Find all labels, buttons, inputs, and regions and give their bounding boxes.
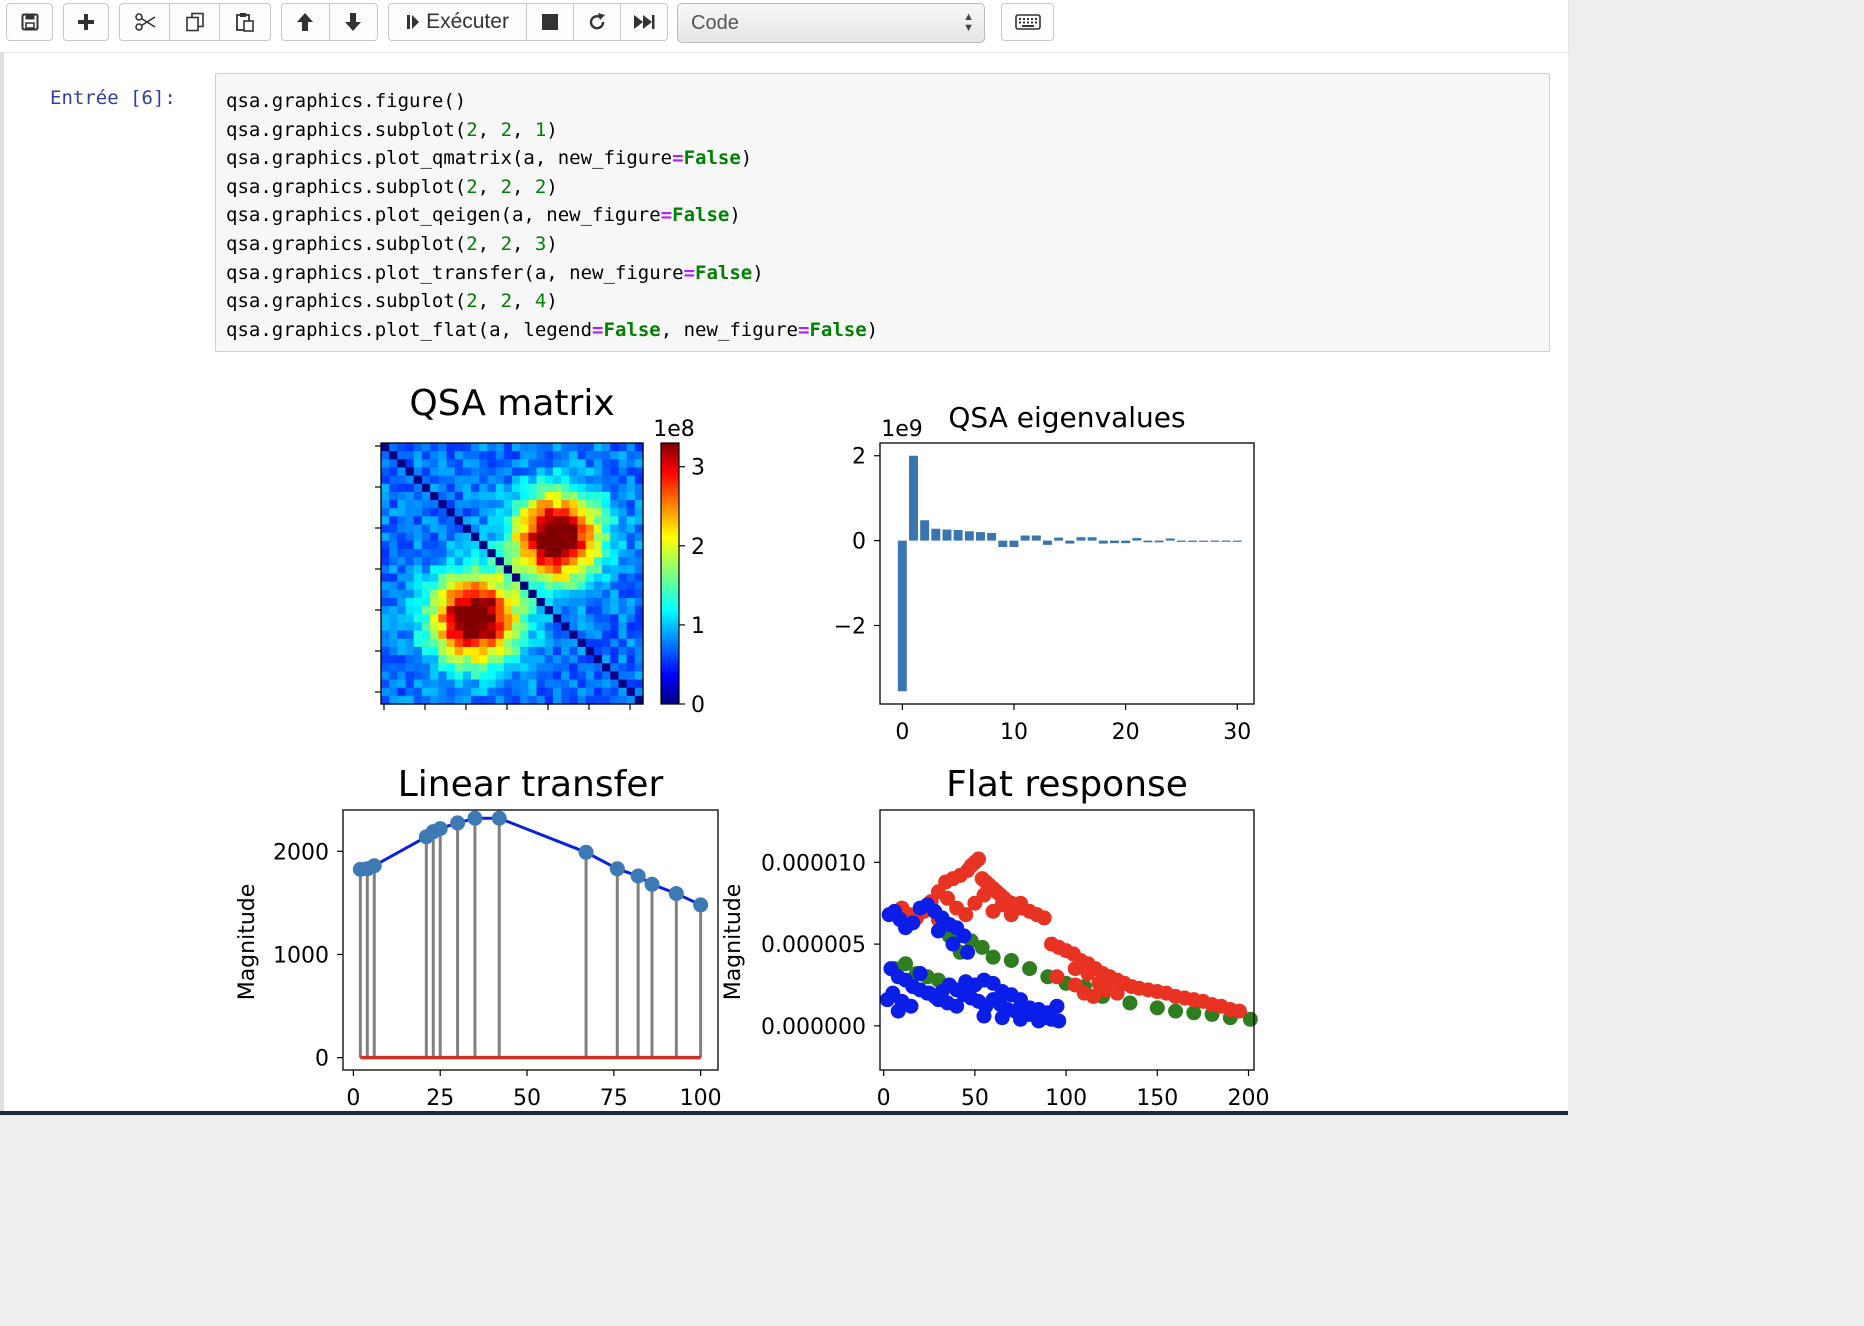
- code-line: qsa.graphics.plot_flat(a, legend=False, …: [226, 316, 878, 345]
- code-token: , new_figure: [660, 318, 798, 341]
- code-token: ,: [477, 118, 501, 141]
- code-token: qsa.graphics.figure(): [226, 90, 467, 112]
- cell-type-value: Code: [691, 11, 739, 34]
- code-token: False: [695, 261, 753, 284]
- cell-type-select[interactable]: Code ▲ ▼: [677, 3, 985, 43]
- code-token: qsa.graphics.plot_flat(a, legend: [226, 318, 593, 341]
- notebook-left-edge: [0, 53, 4, 1115]
- code-token: qsa.graphics.plot_transfer(a, new_figure: [226, 261, 684, 284]
- code-line: qsa.graphics.subplot(2, 2, 4): [226, 287, 878, 316]
- select-arrows-icon: ▲ ▼: [963, 11, 974, 34]
- code-token: ): [866, 318, 879, 341]
- fast-forward-icon: [634, 15, 655, 29]
- code-token: 2: [500, 118, 513, 141]
- status-strip: [0, 1111, 1568, 1115]
- code-token: =: [660, 204, 673, 227]
- code-line: qsa.graphics.subplot(2, 2, 1): [226, 116, 878, 145]
- step-forward-icon: [407, 15, 420, 29]
- save-button[interactable]: [6, 3, 53, 41]
- notebook-toolbar: Exécuter Code ▲ ▼: [0, 0, 1568, 53]
- insert-cell-button[interactable]: [63, 3, 109, 41]
- code-token: qsa.graphics.subplot(: [226, 175, 467, 198]
- paste-button[interactable]: [220, 4, 270, 40]
- code-token: 3: [534, 232, 547, 255]
- code-token: False: [603, 318, 661, 341]
- code-token: =: [592, 318, 604, 341]
- edit-button-group: [119, 3, 271, 41]
- code-token: 2: [500, 175, 513, 198]
- code-token: 4: [534, 290, 547, 313]
- restart-button[interactable]: [574, 4, 621, 40]
- code-text[interactable]: qsa.graphics.figure() qsa.graphics.subplo…: [226, 87, 878, 344]
- code-line: qsa.graphics.plot_transfer(a, new_figure…: [226, 259, 878, 288]
- code-token: ,: [477, 232, 501, 255]
- run-button-group: Exécuter: [388, 3, 668, 41]
- code-token: ): [546, 175, 558, 198]
- arrow-down-icon: [345, 13, 362, 31]
- code-token: =: [683, 261, 696, 284]
- restart-run-all-button[interactable]: [621, 4, 667, 40]
- code-token: 2: [466, 175, 478, 198]
- run-button[interactable]: Exécuter: [389, 4, 527, 40]
- arrow-up-icon: [297, 13, 314, 31]
- copy-button[interactable]: [170, 4, 220, 40]
- code-token: ): [752, 261, 764, 284]
- interrupt-button[interactable]: [527, 4, 574, 40]
- code-cell-editor[interactable]: qsa.graphics.figure() qsa.graphics.subplo…: [215, 73, 1550, 352]
- code-token: =: [797, 318, 810, 341]
- floppy-disk-icon: [21, 13, 38, 31]
- code-token: ,: [512, 232, 535, 255]
- move-down-button[interactable]: [330, 4, 378, 40]
- move-button-group: [281, 3, 378, 41]
- code-token: qsa.graphics.subplot(: [226, 290, 467, 313]
- code-token: =: [672, 147, 684, 170]
- copy-icon: [185, 12, 204, 32]
- code-line: qsa.graphics.plot_qmatrix(a, new_figure=…: [226, 144, 878, 173]
- code-token: 1: [534, 118, 547, 141]
- code-token: False: [809, 318, 867, 341]
- code-token: False: [683, 147, 741, 170]
- code-token: 2: [500, 232, 513, 255]
- refresh-icon: [589, 13, 605, 30]
- code-line: qsa.graphics.figure(): [226, 87, 878, 116]
- code-line: qsa.graphics.plot_qeigen(a, new_figure=F…: [226, 201, 878, 230]
- code-token: 2: [466, 232, 478, 255]
- cut-button[interactable]: [120, 4, 170, 40]
- code-token: 2: [534, 175, 547, 198]
- code-token: ): [546, 290, 558, 313]
- code-token: ): [729, 204, 741, 227]
- code-token: ): [740, 147, 753, 170]
- clipboard-icon: [236, 13, 254, 32]
- run-button-label: Exécuter: [426, 10, 509, 33]
- code-token: 2: [466, 118, 478, 141]
- code-token: ,: [477, 175, 501, 198]
- scissors-icon: [134, 13, 155, 31]
- code-token: ,: [512, 175, 535, 198]
- input-prompt: Entrée [6]:: [50, 87, 176, 109]
- stop-icon: [542, 14, 558, 30]
- code-token: ,: [512, 290, 535, 313]
- code-token: ): [546, 118, 558, 141]
- code-token: qsa.graphics.subplot(: [226, 118, 467, 141]
- code-token: ,: [512, 118, 535, 141]
- code-token: 2: [466, 290, 478, 313]
- code-token: qsa.graphics.subplot(: [226, 232, 467, 255]
- code-token: 2: [500, 290, 513, 313]
- code-token: ): [546, 232, 558, 255]
- code-line: qsa.graphics.subplot(2, 2, 2): [226, 173, 878, 202]
- code-token: False: [672, 204, 730, 227]
- code-token: qsa.graphics.plot_qmatrix(a, new_figure: [226, 147, 673, 170]
- move-up-button[interactable]: [282, 4, 330, 40]
- code-token: ,: [477, 290, 501, 313]
- code-token: qsa.graphics.plot_qeigen(a, new_figure: [226, 204, 661, 227]
- code-line: qsa.graphics.subplot(2, 2, 3): [226, 230, 878, 259]
- keyboard-icon: [1014, 14, 1041, 30]
- plus-icon: [78, 14, 94, 30]
- command-palette-button[interactable]: [1001, 3, 1054, 41]
